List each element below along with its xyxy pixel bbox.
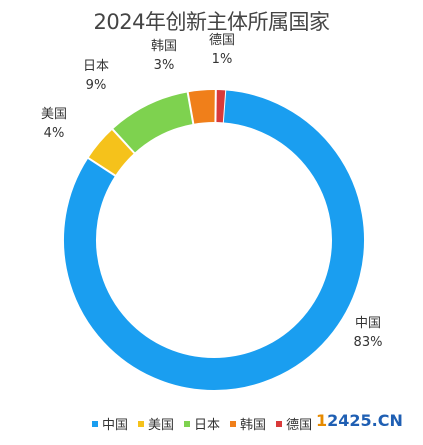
slice-label-value-3: 3% <box>153 58 175 73</box>
slice-2 <box>112 92 194 154</box>
slice-label-name-2: 日本 <box>82 59 110 74</box>
legend: 中国 美国 日本 韩国 德国 <box>92 414 312 433</box>
donut-slices <box>64 88 364 390</box>
slice-label-value-0: 83% <box>353 335 383 350</box>
legend-swatch-4 <box>276 420 283 427</box>
legend-label-1: 美国 <box>148 418 175 433</box>
legend-label-4: 德国 <box>286 418 313 433</box>
legend-swatch-2 <box>184 420 191 427</box>
legend-label-0: 中国 <box>102 418 129 433</box>
legend-item-0: 中国 <box>92 414 128 433</box>
slice-separator-1 <box>86 156 117 177</box>
slice-label-2: 日本 9% <box>83 57 109 95</box>
legend-item-2: 日本 <box>184 414 220 433</box>
slice-label-3: 韩国 3% <box>151 37 177 75</box>
slice-label-name-4: 德国 <box>208 33 236 48</box>
slice-label-0: 中国 83% <box>354 314 383 352</box>
legend-item-1: 美国 <box>138 414 174 433</box>
chart-title: 2024年创新主体所属国家 <box>93 10 330 34</box>
slice-0 <box>64 90 364 390</box>
legend-swatch-3 <box>230 420 237 427</box>
legend-swatch-0 <box>92 420 98 427</box>
legend-swatch-1 <box>138 420 145 427</box>
slice-label-value-4: 1% <box>211 52 233 67</box>
watermark-part-b: 2425.CN <box>327 411 403 430</box>
watermark: 12425.CN <box>316 411 403 430</box>
slice-3 <box>187 90 216 124</box>
slice-label-name-1: 美国 <box>40 107 68 122</box>
slice-label-value-2: 9% <box>85 78 107 93</box>
slice-1 <box>88 129 135 176</box>
slice-label-name-0: 中国 <box>354 316 381 331</box>
slice-label-value-1: 4% <box>43 126 65 141</box>
slice-label-name-3: 韩国 <box>150 39 178 54</box>
legend-item-4: 德国 <box>276 414 312 433</box>
legend-item-3: 韩国 <box>230 414 266 433</box>
slice-label-4: 德国 1% <box>209 31 235 69</box>
legend-label-3: 韩国 <box>240 418 267 433</box>
slice-separator-3 <box>186 91 195 125</box>
watermark-part-a: 1 <box>316 411 328 430</box>
slice-separator-2 <box>111 128 136 155</box>
legend-label-2: 日本 <box>194 418 221 433</box>
slice-label-1: 美国 4% <box>41 105 67 143</box>
